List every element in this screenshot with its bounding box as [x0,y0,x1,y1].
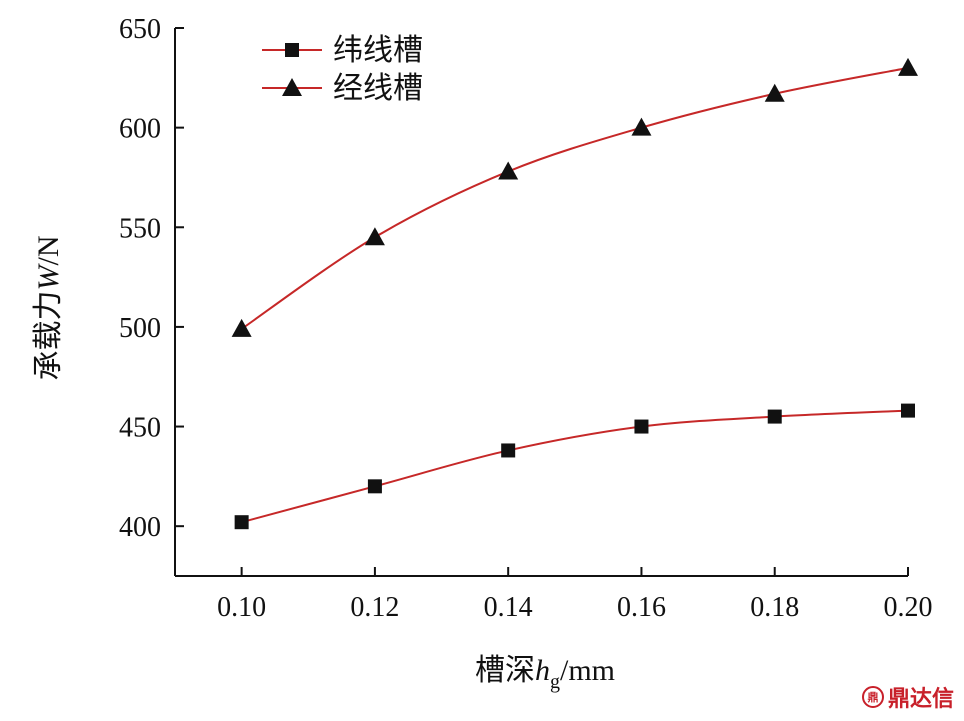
triangle-marker [231,318,252,337]
legend-square-marker [285,43,299,57]
series-group [231,57,918,530]
x-axis-title: 槽深hg/mm [475,654,615,693]
series-line [241,66,909,330]
x-tick-label: 0.12 [350,592,399,623]
legend-triangle-marker [282,78,302,96]
series-line [241,409,909,524]
x-tick-label: 0.18 [750,592,799,623]
y-ticks: 400 450 500 550 600 650 [119,14,184,543]
x-ticks: 0.10 0.12 0.14 0.16 0.18 0.20 [217,567,933,623]
y-tick-label: 400 [119,512,161,543]
watermark-logo-icon: 鼎 [861,686,884,708]
triangle-marker [498,161,519,180]
square-marker [767,409,782,424]
square-marker [901,403,915,418]
y-tick-label: 450 [119,413,161,444]
y-tick-label: 500 [119,313,161,344]
y-axis-title: 承载力W/N [32,236,65,381]
legend-item: 经线槽 [262,72,423,105]
axes [174,28,908,577]
x-tick-label: 0.14 [484,592,533,623]
square-marker [634,419,649,434]
x-tick-label: 0.10 [217,592,266,623]
triangle-marker [764,83,785,102]
series-2 [231,57,918,337]
legend-label: 经线槽 [333,72,423,105]
watermark: 鼎 鼎达信 [861,681,954,713]
y-tick-label: 550 [119,213,161,244]
y-tick-label: 600 [119,114,161,145]
square-marker [367,479,382,494]
y-tick-label: 650 [119,14,161,45]
square-marker [234,515,249,530]
square-marker [501,443,516,458]
series-1 [234,403,915,530]
triangle-marker [898,57,918,76]
watermark-text: 鼎达信 [887,687,954,712]
legend-item: 纬线槽 [262,34,423,67]
x-tick-label: 0.20 [884,592,933,623]
triangle-marker [364,227,385,246]
legend-label: 纬线槽 [333,34,423,67]
x-tick-label: 0.16 [617,592,666,623]
triangle-marker [631,117,652,136]
